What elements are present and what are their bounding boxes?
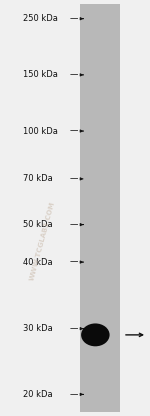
Text: —: — xyxy=(70,390,78,399)
Text: —: — xyxy=(70,14,78,23)
Text: 70 kDa: 70 kDa xyxy=(23,174,53,183)
Text: 20 kDa: 20 kDa xyxy=(23,390,53,399)
Text: —: — xyxy=(70,126,78,136)
Text: —: — xyxy=(70,174,78,183)
Text: —: — xyxy=(70,258,78,267)
Text: —: — xyxy=(70,220,78,229)
Text: —: — xyxy=(70,324,78,333)
Bar xyxy=(80,4,120,412)
Text: 40 kDa: 40 kDa xyxy=(23,258,53,267)
Text: 50 kDa: 50 kDa xyxy=(23,220,53,229)
Ellipse shape xyxy=(81,324,110,346)
Text: —: — xyxy=(70,70,78,79)
Text: 100 kDa: 100 kDa xyxy=(23,126,58,136)
Text: 30 kDa: 30 kDa xyxy=(23,324,53,333)
Text: 250 kDa: 250 kDa xyxy=(23,14,58,23)
Text: WWW.TCGLAB3.COM: WWW.TCGLAB3.COM xyxy=(28,201,56,282)
Text: 150 kDa: 150 kDa xyxy=(23,70,58,79)
